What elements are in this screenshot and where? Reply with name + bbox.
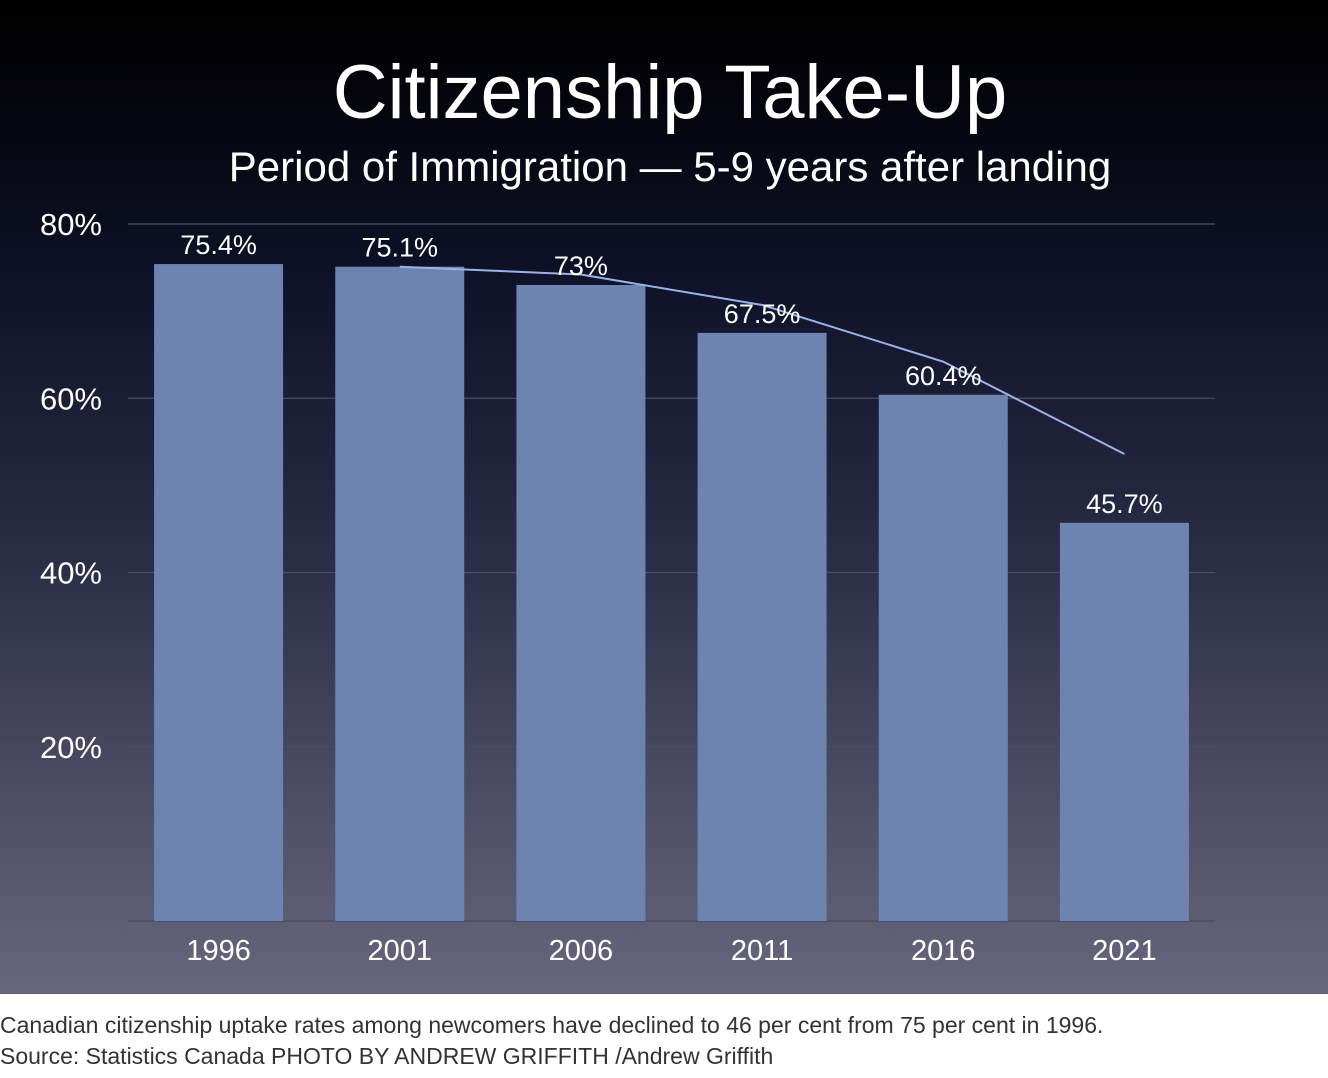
trend-line-path — [399, 265, 1125, 455]
chart-title: Citizenship Take-Up — [333, 50, 1007, 135]
x-tick-1996: 1996 — [186, 935, 251, 967]
y-tick-label: 40% — [40, 556, 102, 591]
bar-chart: Citizenship Take-Up Period of Immigratio… — [40, 50, 1215, 967]
y-tick-label: 60% — [40, 381, 102, 416]
bar-2006 — [516, 284, 646, 921]
chart-slide: Citizenship Take-Up Period of Immigratio… — [0, 0, 1328, 994]
bars — [154, 264, 1189, 921]
data-label-2001: 75.1% — [361, 233, 438, 263]
data-label-2006: 73% — [554, 251, 608, 281]
chart-subtitle: Period of Immigration — 5-9 years after … — [229, 143, 1111, 190]
bar-2001 — [335, 266, 465, 921]
bar-1996 — [154, 264, 284, 921]
x-axis-ticks: 1996 2001 2006 2011 2016 2021 — [186, 935, 1156, 967]
gridlines — [128, 223, 1215, 922]
caption: Canadian citizenship uptake rates among … — [0, 1010, 1328, 1072]
y-tick-label: 20% — [40, 730, 102, 765]
bar-2011 — [697, 332, 827, 921]
data-label-1996: 75.4% — [180, 230, 257, 260]
data-labels: 75.4% 75.1% 73% 67.5% 60.4% 45.7% — [180, 230, 1162, 519]
data-label-2021: 45.7% — [1086, 489, 1163, 519]
trend-line — [399, 265, 1125, 455]
caption-credit: Source: Statistics Canada PHOTO BY ANDRE… — [0, 1043, 774, 1069]
x-tick-2001: 2001 — [367, 935, 432, 967]
data-label-2016: 60.4% — [905, 361, 982, 391]
y-tick-label: 80% — [40, 207, 102, 242]
x-tick-2011: 2011 — [731, 935, 793, 967]
x-tick-2021: 2021 — [1092, 935, 1157, 967]
x-tick-2016: 2016 — [911, 935, 976, 967]
data-label-2011: 67.5% — [724, 299, 801, 329]
bar-2016 — [878, 394, 1008, 921]
y-axis-ticks: 20% 40% 60% 80% — [40, 207, 102, 765]
bar-2021 — [1059, 522, 1189, 921]
x-tick-2006: 2006 — [549, 935, 614, 967]
caption-text: Canadian citizenship uptake rates among … — [0, 1012, 1104, 1038]
